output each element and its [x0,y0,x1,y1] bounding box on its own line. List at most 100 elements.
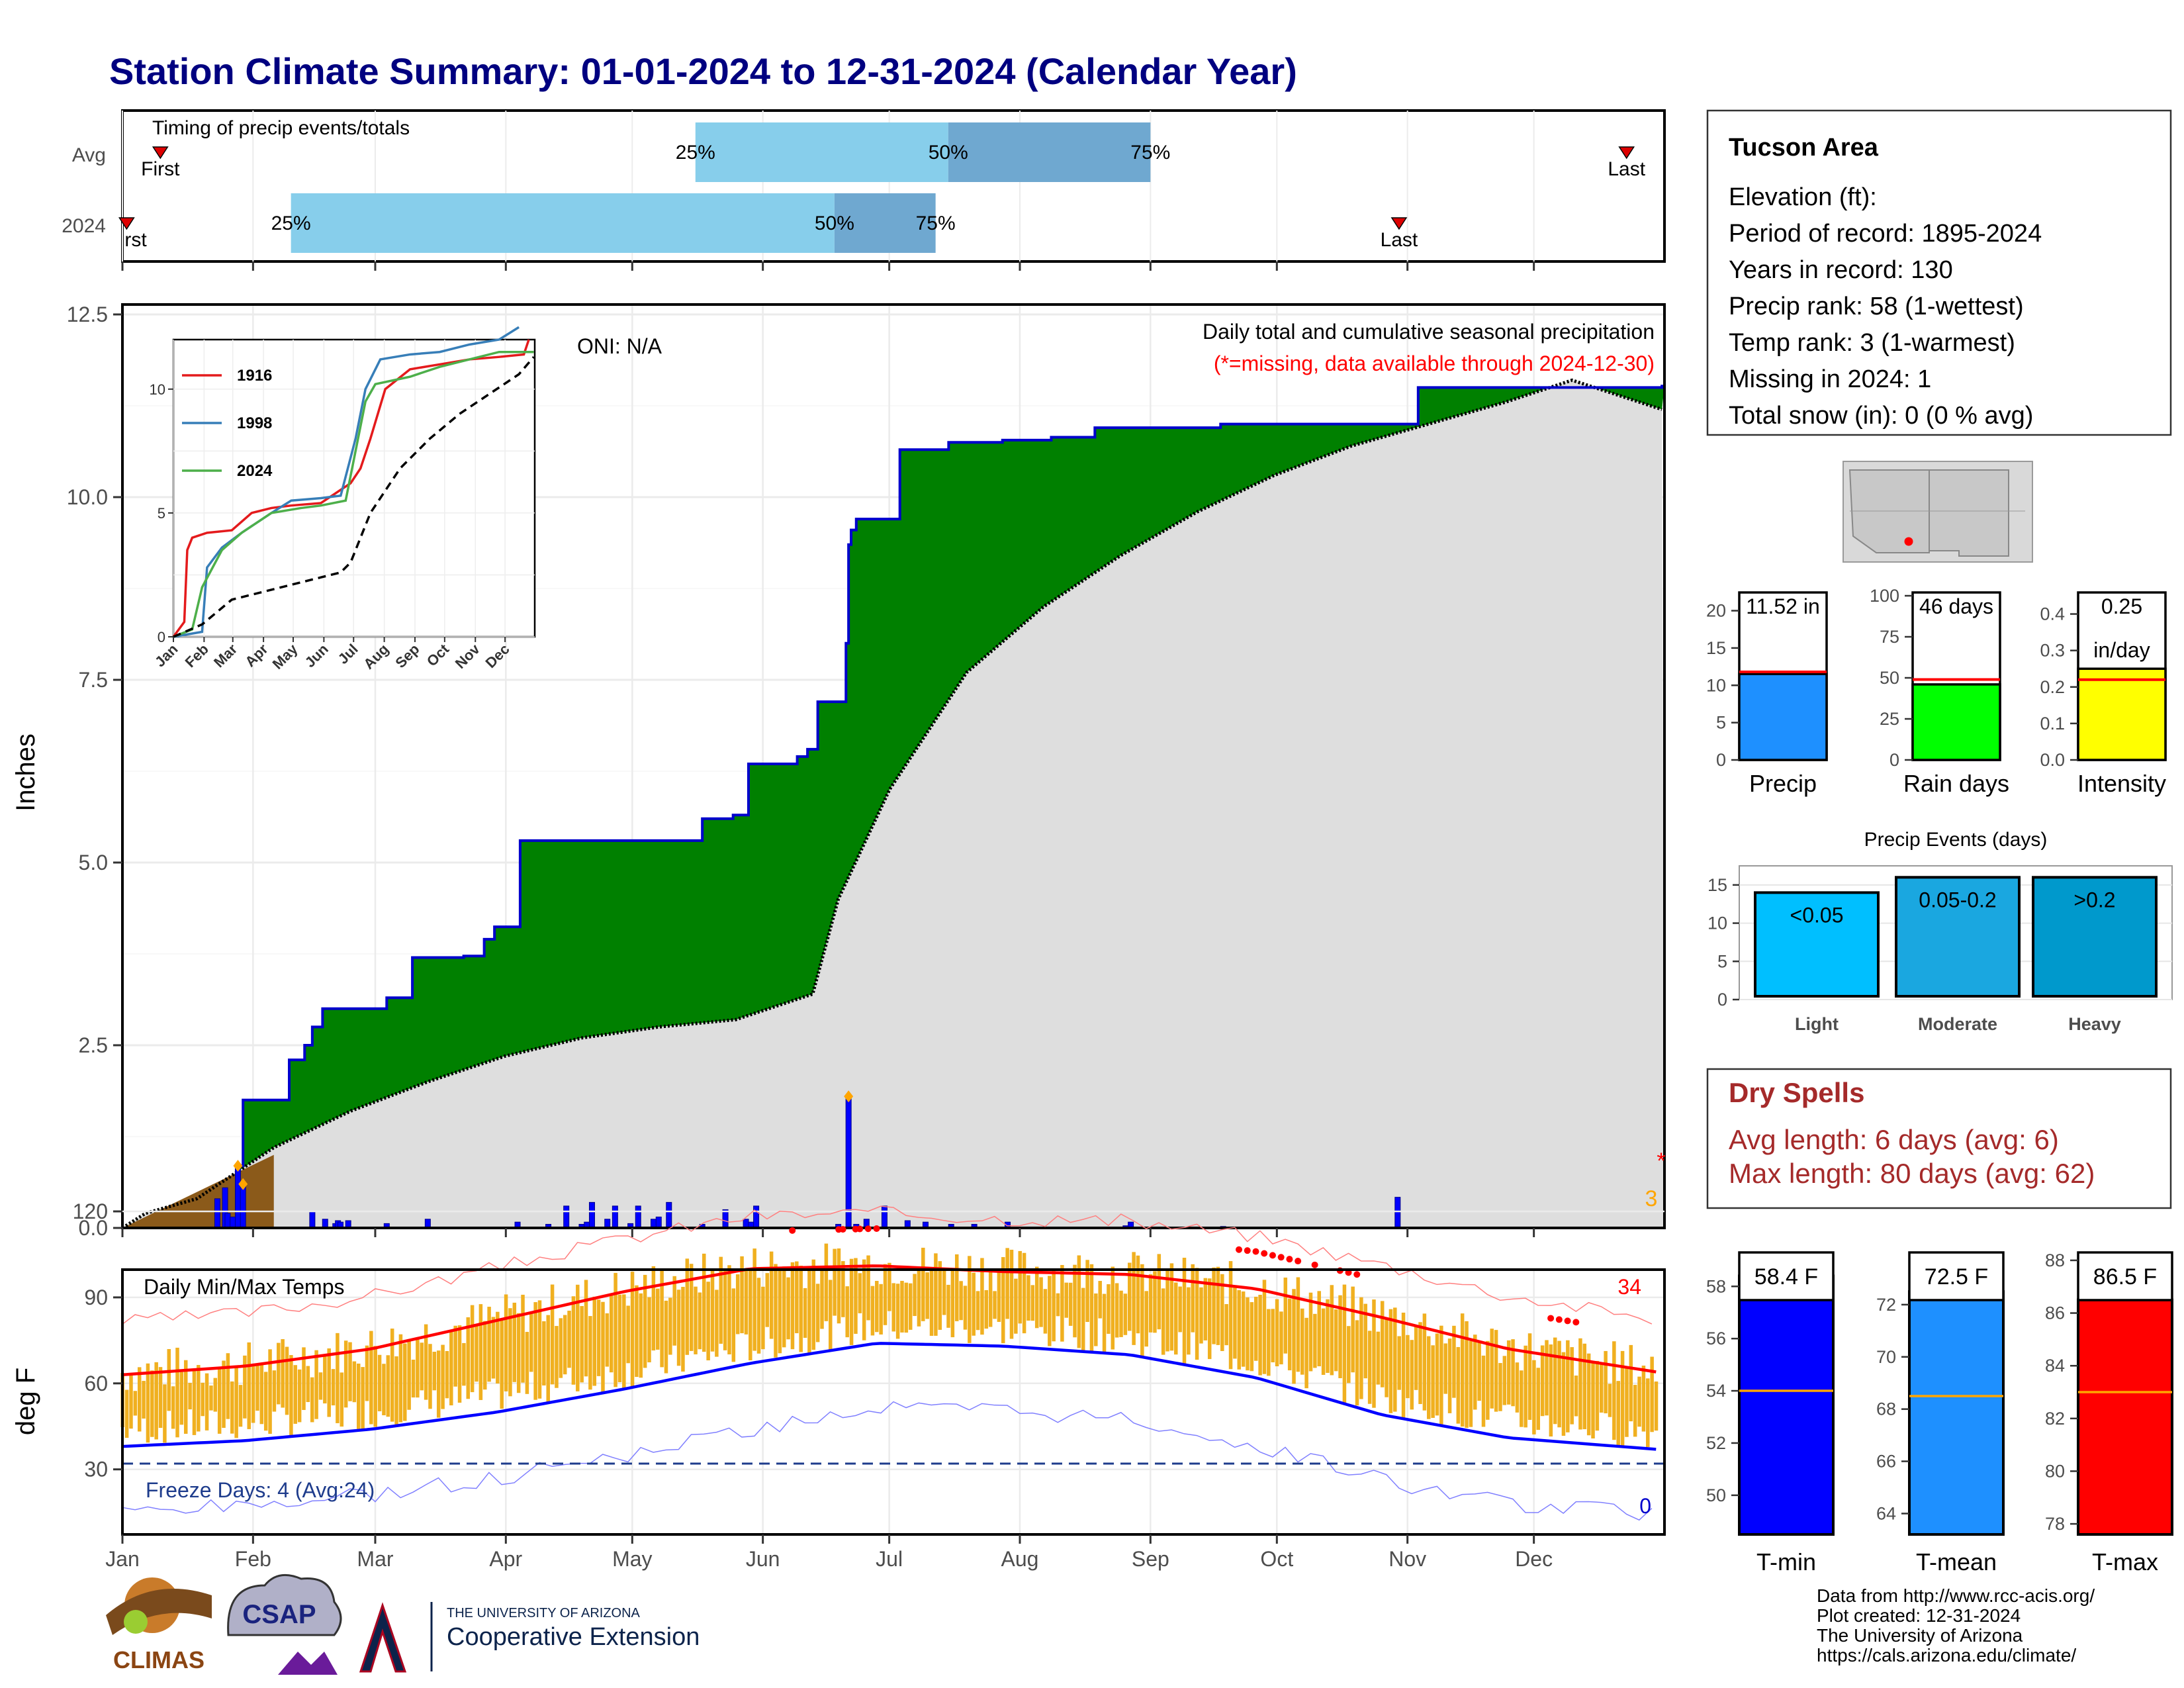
record-low-line [122,1401,1653,1521]
daily-temp-bar [651,1266,656,1351]
daily-temp-bar [1216,1266,1220,1345]
daily-temp-bar [1144,1291,1148,1347]
temp-bar-label-box [1738,1251,1835,1301]
daily-temp-bar [394,1356,398,1426]
daily-precip-bar [722,1209,729,1229]
daily-temp-bar [655,1288,660,1350]
daily-temp-bar [963,1286,968,1330]
daily-temp-bar [504,1294,508,1391]
daily-temp-bar [891,1283,895,1332]
daily-temp-bar [749,1269,752,1361]
daily-temp-bar [167,1348,171,1411]
daily-temp-bar [226,1353,230,1419]
daily-temp-bar [1115,1283,1119,1338]
daily-temp-bar [1267,1309,1271,1376]
daily-temp-bar [478,1304,483,1400]
daily-temp-bar [1005,1248,1009,1319]
month-label: Mar [357,1547,393,1571]
events-tick-label: 0 [1717,990,1727,1009]
daily-temp-bar [1212,1267,1216,1344]
month-label: Dec [1515,1547,1553,1571]
daily-temp-bar [306,1366,310,1403]
daily-temp-bar [285,1346,289,1415]
daily-temp-bar [1262,1280,1267,1374]
daily-precip-bar [563,1205,570,1229]
daily-temp-bar [1557,1340,1561,1428]
daily-temp-bar [457,1325,462,1403]
inset-legend-label: 1916 [237,367,272,385]
temp-bar-tick-label: 72 [1876,1295,1896,1315]
temp-bar-label-box [2077,1251,2173,1301]
daily-temp-bar [1477,1342,1481,1401]
daily-temp-bar [744,1269,749,1335]
record-marker [238,1178,248,1190]
daily-temp-bar [1549,1344,1553,1437]
daily-temp-bar [550,1284,555,1385]
daily-temp-bar [357,1363,361,1429]
daily-temp-bar [559,1318,563,1378]
daily-temp-bar [150,1370,154,1437]
last-event-marker [1390,217,1408,230]
mini-bar-tick-label: 20 [1706,601,1726,621]
mini-bar-tick-label: 0.0 [2040,750,2065,770]
daily-temp-bar [453,1325,457,1387]
daily-temp-bar [542,1321,546,1385]
daily-temp-bar [596,1299,601,1376]
daily-temp-bar [790,1262,795,1350]
inset-ytick-label: 10 [150,381,165,398]
dry-spells-frame [1706,1068,2172,1209]
daily-temp-bar [1502,1356,1507,1405]
station-info-line: Total snow (in): 0 (0 % avg) [1729,402,2033,430]
daily-temp-bar [1195,1268,1199,1360]
avg-max-temp-line [122,1264,1657,1377]
page-title: Station Climate Summary: 01-01-2024 to 1… [109,50,1297,92]
daily-temp-bar [259,1364,264,1425]
daily-temp-bar [327,1348,331,1417]
mini-bar-xlabel: Precip [1749,770,1817,797]
mini-bar-tick-label: 0 [1889,750,1899,770]
daily-temp-bar [895,1284,900,1339]
daily-temp-bar [546,1315,550,1403]
daily-temp-bar [1119,1290,1123,1337]
temp-ylabel: deg F [11,1368,40,1435]
dry-spells-title: Dry Spells [1729,1077,1864,1108]
csap-logo-cloud [227,1573,342,1636]
hot-days-count: 34 [1617,1275,1641,1299]
record-high-dot [1244,1247,1251,1254]
climas-logo-leaf [124,1610,148,1634]
map-state-new-mexico [1929,469,2009,557]
temp-ytick-label: 60 [84,1372,108,1395]
station-name: Tucson Area [1729,134,1879,162]
daily-temp-bar [723,1270,727,1350]
events-tick-label: 10 [1707,914,1727,933]
daily-temp-bar [1367,1331,1372,1404]
daily-temp-bar [247,1342,251,1429]
cumulative-above-average-area [122,380,1664,1228]
daily-temp-bar [1089,1264,1094,1352]
daily-temp-bar [917,1267,921,1327]
daily-temp-bar [576,1284,580,1391]
timing-row-label: 2024 [62,215,106,237]
station-info-line: Elevation (ft): [1729,183,1877,211]
temp-panel-label: Daily Min/Max Temps [144,1275,344,1299]
daily-temp-bar [1338,1295,1342,1378]
daily-temp-bar [820,1268,824,1329]
daily-temp-bar [1574,1375,1578,1417]
daily-temp-bar [1304,1317,1308,1389]
record-marker [844,1090,854,1103]
average-cumulative-line [121,378,1662,1230]
events-bar-label: <0.05 [1790,903,1844,927]
daily-temp-bar [1414,1327,1418,1390]
pct-label-75: 75% [1130,142,1170,164]
daily-temp-bar [1447,1338,1452,1413]
quartile-bar-50-75 [834,193,936,253]
daily-temp-bar [660,1268,664,1368]
daily-temp-bar [1203,1278,1208,1340]
daily-temp-bar [183,1360,188,1434]
daily-temp-bar [1228,1261,1233,1370]
daily-precip-bar [224,1213,231,1229]
daily-temp-bar [774,1264,778,1358]
daily-temp-bar [1380,1301,1385,1387]
daily-temp-bar [470,1305,475,1393]
daily-temp-bar [1646,1378,1650,1447]
